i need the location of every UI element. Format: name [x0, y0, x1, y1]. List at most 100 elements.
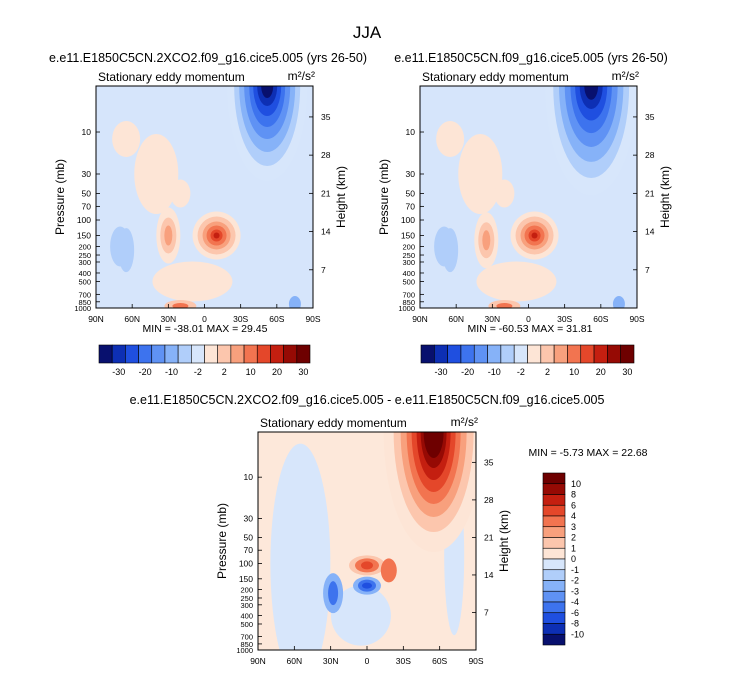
pressure-tick-label: 700 [402, 290, 415, 299]
panel-2xco2: e.e11.E1850C5CN.2XCO2.f09_g16.cice5.005 … [49, 51, 367, 377]
colorbar-label: -10 [571, 629, 584, 639]
pressure-tick-label: 200 [78, 242, 91, 251]
positive-patch [152, 261, 233, 302]
panel-difference: e.e11.E1850C5CN.2XCO2.f09_g16.cice5.005 … [130, 393, 648, 666]
pressure-tick-label: 850 [240, 640, 253, 649]
height-tick-label: 21 [645, 188, 655, 198]
colorbar-box [513, 344, 528, 364]
pressure-tick-label: 50 [244, 533, 254, 543]
colorbar-box [542, 558, 566, 571]
latitude-tick-label: 30S [233, 314, 248, 324]
latitude-tick-label: 60S [269, 314, 284, 324]
pressure-tick-label: 70 [82, 201, 92, 211]
pressure-tick-label: 300 [78, 258, 91, 267]
colorbar-label: 30 [622, 367, 632, 377]
colorbar-label: 10 [571, 479, 581, 489]
pressure-tick-label: 850 [402, 298, 415, 307]
colorbar-label: -4 [571, 597, 579, 607]
nh-negative-contour [328, 581, 339, 606]
height-axis-label: Height (km) [334, 166, 348, 228]
negative-patch [442, 228, 459, 273]
colorbar-label: -30 [434, 367, 447, 377]
pressure-tick-label: 400 [78, 269, 91, 278]
panel-units: m²/s² [612, 69, 639, 83]
colorbar-box [542, 612, 566, 624]
negative-patch [330, 585, 391, 646]
colorbar-box [593, 344, 608, 364]
pressure-tick-label: 150 [239, 574, 253, 584]
pressure-tick-label: 700 [240, 633, 253, 642]
panel-subtitle: Stationary eddy momentum [422, 70, 569, 84]
latitude-tick-label: 60N [124, 314, 140, 324]
pressure-tick-label: 10 [406, 127, 416, 137]
colorbar-box [296, 344, 311, 364]
colorbar-label: -1 [571, 565, 579, 575]
latitude-tick-label: 60N [287, 656, 303, 666]
panel-subtitle: Stationary eddy momentum [260, 416, 407, 430]
colorbar-box [217, 344, 232, 364]
pressure-tick-label: 250 [240, 594, 253, 603]
colorbar-box [542, 515, 566, 528]
colorbar-box [500, 344, 515, 364]
colorbar-box [283, 344, 298, 364]
colorbar-box [434, 344, 448, 364]
colorbar-label: -6 [571, 608, 579, 618]
colorbar-box [542, 547, 566, 560]
colorbar-box [230, 344, 245, 364]
latitude-tick-label: 90S [305, 314, 320, 324]
height-tick-label: 35 [321, 112, 331, 122]
pressure-tick-label: 30 [244, 513, 254, 523]
height-tick-label: 35 [484, 457, 494, 467]
colorbar-box [420, 344, 435, 364]
pressure-tick-label: 1000 [398, 304, 415, 313]
positive-patch [112, 120, 141, 157]
nh-positive-contour [164, 225, 173, 246]
height-axis-label: Height (km) [497, 510, 511, 572]
colorbar-box [542, 504, 566, 517]
colorbar-label: 10 [246, 367, 256, 377]
pressure-tick-label: 300 [240, 601, 253, 610]
panel-title: e.e11.E1850C5CN.2XCO2.f09_g16.cice5.005 … [49, 51, 367, 65]
negative-patch [118, 228, 135, 273]
latitude-tick-label: 0 [202, 314, 207, 324]
colorbar-label: 30 [298, 367, 308, 377]
colorbar-label: 20 [596, 367, 606, 377]
pressure-tick-label: 1000 [74, 304, 91, 313]
height-tick-label: 28 [645, 150, 655, 160]
pressure-tick-label: 400 [402, 269, 415, 278]
pressure-tick-label: 50 [406, 189, 416, 199]
latitude-tick-label: 0 [526, 314, 531, 324]
panel-subtitle: Stationary eddy momentum [98, 70, 245, 84]
pressure-tick-label: 30 [406, 169, 416, 179]
pressure-tick-label: 10 [244, 472, 254, 482]
height-tick-label: 21 [484, 532, 494, 542]
latitude-tick-label: 90N [412, 314, 428, 324]
pressure-tick-label: 400 [240, 612, 253, 621]
pressure-axis-label: Pressure (mb) [53, 159, 67, 235]
tropical-negative-contour [362, 582, 372, 589]
colorbar-box [542, 580, 566, 592]
latitude-tick-label: 0 [365, 656, 370, 666]
pressure-axis-label: Pressure (mb) [215, 503, 229, 579]
colorbar-label: -20 [461, 367, 474, 377]
pressure-tick-label: 700 [78, 290, 91, 299]
panel-title: e.e11.E1850C5CN.f09_g16.cice5.005 (yrs 2… [394, 51, 668, 65]
height-tick-label: 28 [321, 150, 331, 160]
nh-positive-contour [482, 230, 491, 251]
colorbar-box [542, 601, 566, 614]
latitude-tick-label: 90N [250, 656, 266, 666]
pressure-tick-label: 250 [78, 251, 91, 260]
pressure-tick-label: 200 [240, 586, 253, 595]
height-tick-label: 7 [645, 265, 650, 275]
min-max-stats: MIN = -38.01 MAX = 29.45 [143, 323, 268, 335]
height-tick-label: 7 [321, 265, 326, 275]
colorbar-box [553, 344, 568, 364]
colorbar-box [542, 633, 566, 646]
latitude-tick-label: 30S [557, 314, 572, 324]
colorbar-label: -30 [112, 367, 125, 377]
colorbar-box [580, 344, 595, 364]
colorbar-box [164, 344, 179, 364]
colorbar-label: 3 [571, 522, 576, 532]
latitude-tick-label: 90S [468, 656, 483, 666]
